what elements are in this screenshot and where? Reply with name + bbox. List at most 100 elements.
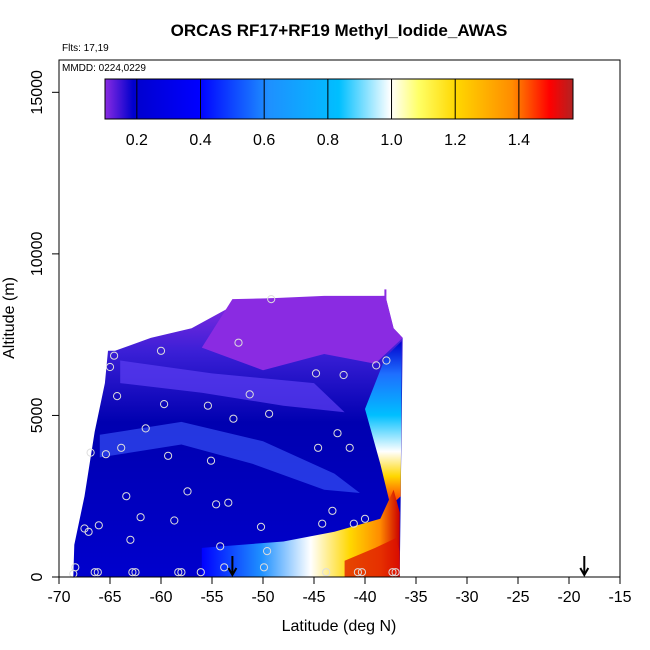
sample-point	[391, 568, 400, 577]
sample-points	[69, 295, 400, 578]
y-axis: 0 5000 10000 15000	[29, 70, 59, 581]
sample-point	[318, 519, 327, 528]
colorbar-tick-label: 1.4	[508, 132, 530, 149]
sample-point	[339, 370, 348, 380]
x-tick-label: -45	[302, 589, 325, 606]
colorbar-tick-label: 0.6	[253, 132, 275, 149]
sample-point	[212, 500, 221, 509]
sample-point	[71, 563, 80, 572]
sample-point	[90, 568, 99, 577]
y-tick-label: 0	[29, 572, 46, 581]
sample-point	[256, 522, 266, 532]
sample-point	[131, 568, 140, 577]
latitude-markers	[227, 556, 590, 578]
sample-point	[84, 527, 93, 536]
x-tick-label: -20	[557, 589, 580, 606]
x-tick-label: -35	[404, 589, 427, 606]
x-axis: -70 -65 -60 -55 -50 -45 -40 -35 -30 -25 -20 -15	[47, 577, 632, 606]
x-tick-label: -50	[251, 589, 274, 606]
colorbar-tick-label: 1.2	[444, 132, 466, 149]
sample-point	[267, 295, 276, 304]
x-tick-label: -55	[200, 589, 223, 606]
sample-point	[93, 568, 102, 577]
heatmap-field	[73, 289, 403, 577]
x-axis-label: Latitude (deg N)	[282, 618, 397, 635]
x-tick-label: -30	[455, 589, 478, 606]
sample-point	[122, 492, 131, 501]
mid-band-1	[120, 360, 345, 413]
colorbar-tick-label: 0.2	[126, 132, 148, 149]
sample-point	[136, 513, 145, 522]
sample-point	[126, 535, 135, 544]
sample-point	[220, 563, 229, 572]
sample-point	[234, 338, 243, 347]
sample-point	[105, 362, 115, 372]
sample-point	[259, 563, 269, 572]
sample-point	[229, 414, 238, 423]
sample-point	[128, 568, 137, 577]
arrow-marker	[227, 556, 238, 578]
sample-point	[156, 346, 166, 355]
y-tick-label: 10000	[29, 232, 46, 277]
surface-hotspot	[344, 538, 400, 577]
sample-point	[196, 568, 205, 577]
colorbar-ticks: 0.2 0.4 0.6 0.8 1.0 1.2 1.4	[126, 79, 530, 149]
sample-point	[170, 516, 179, 525]
colorbar-tick-label: 0.8	[317, 132, 339, 149]
sample-point	[86, 448, 95, 457]
sample-point	[101, 450, 111, 459]
sample-point	[314, 443, 323, 452]
sample-point	[110, 351, 119, 360]
chart-title: ORCAS RF17+RF19 Methyl_Iodide_AWAS	[171, 21, 508, 40]
sample-point	[206, 456, 216, 465]
y-tick-label: 5000	[29, 398, 46, 434]
sample-point	[345, 443, 354, 452]
sample-point	[349, 519, 358, 528]
date-note: MMDD: 0224,0229	[62, 63, 146, 74]
x-tick-label: -70	[47, 589, 70, 606]
sample-point	[245, 390, 254, 399]
colorbar-tick-label: 0.4	[189, 132, 211, 149]
sample-point	[322, 568, 331, 577]
sample-point	[263, 547, 272, 556]
plot-frame	[58, 59, 621, 578]
sample-point	[117, 443, 126, 452]
sample-point	[177, 568, 186, 577]
sample-point	[357, 568, 366, 577]
sample-point	[160, 400, 169, 409]
x-tick-label: -65	[98, 589, 121, 606]
sample-point	[382, 356, 391, 365]
field-spike	[384, 289, 387, 300]
y-axis-label: Altitude (m)	[1, 277, 18, 359]
sample-point	[216, 542, 225, 551]
sample-point	[164, 451, 173, 460]
sample-point	[311, 369, 321, 378]
x-tick-label: -15	[608, 589, 631, 606]
sample-point	[328, 506, 337, 515]
sample-point	[224, 498, 233, 507]
sample-point	[265, 409, 274, 418]
sample-point	[333, 429, 342, 438]
arrow-marker	[579, 556, 590, 578]
surface-gradient	[201, 489, 400, 577]
sample-point	[94, 521, 103, 530]
sample-point	[353, 568, 362, 577]
right-edge-gradient	[365, 341, 402, 506]
colorbar	[104, 78, 574, 120]
sample-point	[372, 361, 381, 370]
x-tick-label: -60	[149, 589, 172, 606]
upper-purple-region	[201, 295, 403, 371]
x-tick-label: -25	[506, 589, 529, 606]
x-tick-label: -40	[353, 589, 376, 606]
sample-point	[113, 392, 122, 401]
y-tick-label: 15000	[29, 70, 46, 115]
sample-point	[141, 424, 150, 433]
sample-point	[360, 514, 370, 523]
sample-point	[174, 568, 183, 577]
flights-note: Flts: 17,19	[62, 43, 109, 54]
sample-point	[203, 401, 212, 410]
mid-band-2	[99, 421, 360, 493]
sample-point	[388, 568, 397, 577]
sample-point	[183, 487, 192, 496]
